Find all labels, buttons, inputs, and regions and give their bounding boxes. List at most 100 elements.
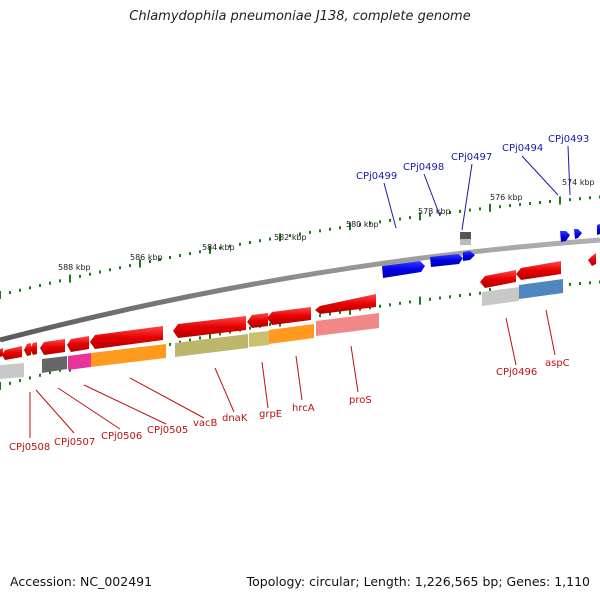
gene-cpj0493[interactable] — [574, 229, 582, 239]
outer-tick-29 — [289, 234, 291, 238]
gene-cpj0496[interactable] — [480, 270, 516, 288]
outer-tick-0 — [0, 291, 1, 299]
outer-tick-13 — [129, 264, 131, 268]
bottom-gene-labels — [29, 309, 556, 438]
inner-tick-36 — [359, 307, 361, 311]
outer-tick-5 — [49, 281, 51, 285]
gene-proS[interactable] — [315, 294, 376, 314]
outer-tick-47 — [469, 208, 471, 212]
gene-small-3[interactable] — [24, 343, 31, 356]
label-hrcA: hrcA — [292, 403, 315, 414]
inner-tick-48 — [479, 291, 481, 295]
label-vacB: vacB — [193, 418, 218, 429]
label-cpj0498: CPj0498 — [403, 162, 444, 173]
gene-cpj0497[interactable] — [463, 251, 475, 261]
tick-label-586: 586 kbp — [130, 253, 163, 262]
inner-tick-27 — [269, 322, 271, 326]
outer-tick-43 — [429, 213, 431, 217]
inner-tick-47 — [469, 292, 471, 296]
outer-tick-54 — [539, 201, 541, 204]
outer-tick-39 — [389, 218, 391, 222]
outer-tick-26 — [259, 239, 261, 243]
tick-label-574: 574 kbp — [562, 178, 595, 187]
inner-tick-39 — [389, 303, 391, 307]
gene-edge-reverse[interactable] — [588, 253, 596, 266]
outer-tick-22 — [219, 246, 221, 250]
tick-label-580: 580 kbp — [346, 220, 379, 229]
inner-tick-20 — [199, 336, 201, 340]
outer-tick-35 — [349, 222, 351, 231]
outer-tick-8 — [79, 274, 81, 278]
top-gene-labels — [383, 145, 571, 231]
gene-aspC[interactable] — [516, 261, 561, 280]
gene-cpj0506[interactable] — [90, 326, 163, 349]
gene-small-2[interactable] — [2, 346, 22, 360]
inner-tick-3 — [29, 376, 31, 380]
gene-cpj0498[interactable] — [430, 254, 463, 267]
gene-cpj0494[interactable] — [560, 231, 570, 242]
outer-tick-31 — [309, 230, 311, 234]
gene-cpj0508[interactable] — [40, 339, 65, 355]
outer-tick-9 — [89, 272, 91, 276]
inner-tick-40 — [399, 301, 401, 305]
label-cpj0505: CPj0505 — [147, 425, 188, 436]
gene-edge-forward[interactable] — [597, 224, 600, 235]
outer-tick-19 — [189, 252, 191, 256]
accession-text: Accession: NC_002491 — [10, 574, 153, 589]
outer-tick-55 — [549, 200, 551, 203]
inner-tick-2 — [19, 379, 21, 383]
outer-tick-48 — [479, 207, 481, 211]
outer-tick-6 — [59, 279, 61, 283]
tick-label-582: 582 kbp — [274, 233, 307, 242]
outer-tick-38 — [379, 220, 381, 224]
reverse-genes — [0, 253, 596, 360]
inner-tick-0 — [0, 382, 1, 390]
outer-tick-49 — [489, 203, 491, 212]
outer-tick-34 — [339, 226, 341, 230]
map-title: Chlamydophila pneumoniae J138, complete … — [129, 9, 471, 24]
outer-tick-40 — [399, 217, 401, 221]
outer-tick-20 — [199, 250, 201, 254]
outer-tick-15 — [149, 260, 151, 263]
label-cpj0493: CPj0493 — [548, 134, 589, 145]
label-cpj0506: CPj0506 — [101, 431, 142, 442]
inner-tick-23 — [229, 330, 231, 334]
inner-tick-5 — [49, 371, 51, 375]
outer-tick-21 — [209, 245, 211, 254]
inner-tick-17 — [169, 342, 171, 346]
inner-tick-58 — [579, 282, 581, 285]
gene-grpE[interactable] — [267, 307, 311, 325]
inner-tick-18 — [179, 340, 181, 344]
label-cpj0507: CPj0507 — [54, 437, 95, 448]
inner-tick-44 — [439, 296, 441, 300]
inner-tick-34 — [339, 310, 341, 314]
outer-tick-11 — [109, 268, 111, 272]
gene-vacB[interactable] — [173, 316, 246, 338]
outer-tick-2 — [19, 288, 21, 292]
label-cpj0494: CPj0494 — [502, 143, 543, 154]
inner-tick-25 — [249, 326, 251, 330]
tick-labels: 588 kbp 586 kbp 584 kbp 582 kbp 580 kbp … — [58, 178, 595, 272]
inner-tick-38 — [379, 304, 381, 308]
gene-cpj0499[interactable] — [382, 261, 425, 278]
inner-tick-19 — [189, 338, 191, 342]
outer-tick-23 — [229, 244, 231, 248]
gene-cpj0497-rna — [460, 232, 471, 245]
gene-cpj0507[interactable] — [67, 336, 89, 352]
outer-tick-18 — [179, 254, 181, 257]
outer-tick-59 — [589, 196, 591, 200]
outer-tick-24 — [239, 242, 241, 246]
outer-tick-52 — [519, 203, 521, 206]
gene-dnaK[interactable] — [247, 313, 268, 328]
inner-tick-41 — [409, 300, 411, 304]
outer-tick-37 — [369, 221, 371, 225]
label-cpj0499: CPj0499 — [356, 171, 397, 182]
tick-label-584: 584 kbp — [202, 243, 235, 252]
gene-small-4[interactable] — [30, 342, 37, 355]
outer-tick-32 — [319, 229, 321, 233]
label-aspC: aspC — [545, 358, 570, 369]
label-cpj0497: CPj0497 — [451, 152, 492, 163]
label-grpE: grpE — [259, 409, 282, 420]
inner-tick-32 — [319, 314, 321, 318]
